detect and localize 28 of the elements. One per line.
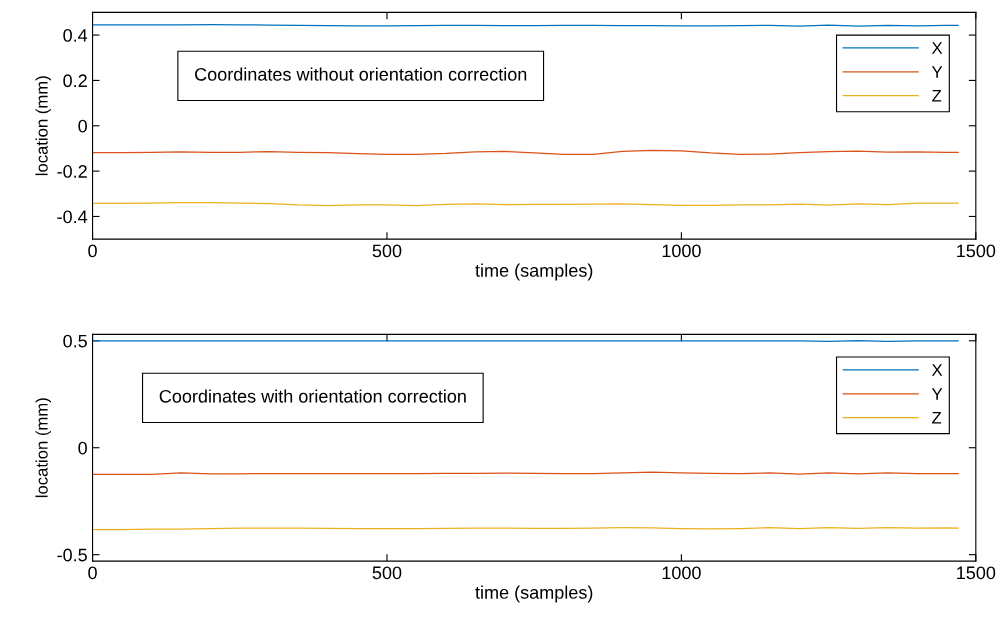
legend-label: X bbox=[931, 364, 943, 376]
x-tick-label: 1000 bbox=[662, 566, 701, 580]
y-tick-label: -0.2 bbox=[57, 165, 87, 178]
x-tick-label: 1500 bbox=[957, 566, 996, 580]
x-tick-label: 500 bbox=[372, 566, 402, 580]
y-tick-label: 0.4 bbox=[63, 29, 88, 42]
y-tick-label: 0.2 bbox=[63, 74, 87, 88]
y-tick-label: 0.5 bbox=[63, 334, 87, 348]
legend-label: Z bbox=[932, 90, 942, 102]
x-tick-label: 0 bbox=[88, 244, 97, 258]
x-tick-label: 500 bbox=[372, 244, 402, 258]
legend-label: Y bbox=[931, 388, 943, 400]
y-tick-label: 0 bbox=[78, 119, 87, 133]
x-axis-title: time (samples) bbox=[475, 263, 593, 281]
y-tick-label: -0.4 bbox=[57, 210, 88, 224]
legend-label: Z bbox=[932, 412, 942, 424]
legend-label: X bbox=[931, 42, 943, 54]
x-axis-title: time (samples) bbox=[475, 585, 593, 603]
y-tick-label: 0 bbox=[78, 441, 87, 455]
y-axis-title: location (mm) bbox=[35, 76, 52, 176]
y-axis-title: location (mm) bbox=[35, 398, 52, 498]
x-tick-label: 1000 bbox=[662, 244, 701, 258]
x-tick-label: 1500 bbox=[957, 244, 996, 258]
annotation: Coordinates without orientation correction bbox=[195, 67, 527, 81]
annotation: Coordinates with orientation correction bbox=[159, 389, 466, 403]
y-tick-label: -0.5 bbox=[57, 548, 87, 562]
x-tick-label: 0 bbox=[88, 566, 97, 580]
legend-label: Y bbox=[931, 66, 943, 78]
